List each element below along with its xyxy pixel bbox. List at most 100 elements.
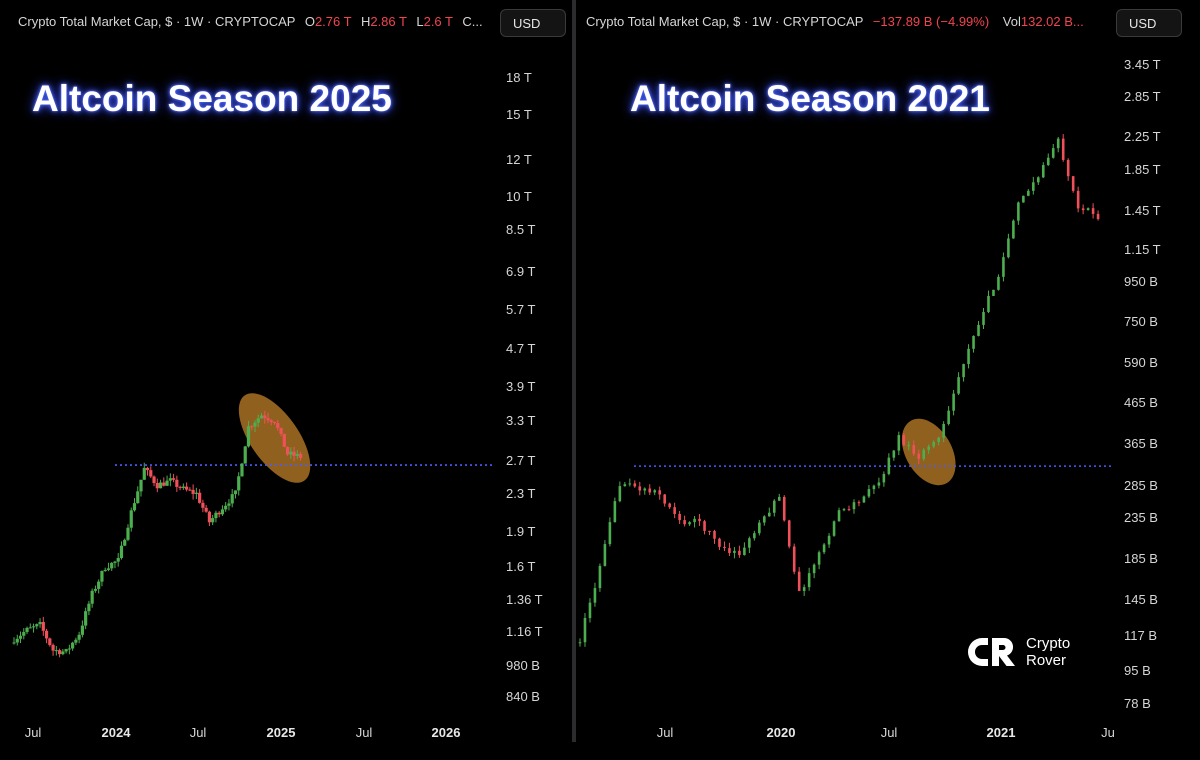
- candle-body: [90, 590, 94, 604]
- time-tick-label: 2026: [431, 725, 461, 740]
- candle: [623, 482, 627, 487]
- candle-body: [683, 520, 686, 525]
- candle: [15, 634, 19, 646]
- candle: [259, 413, 264, 419]
- candle-body: [64, 649, 68, 652]
- candle: [1032, 176, 1035, 195]
- crypto-rover-logo: Crypto Rover: [968, 634, 1070, 670]
- candle: [266, 412, 270, 424]
- candle-body: [832, 521, 836, 536]
- open-value: 2.76 T: [314, 14, 352, 29]
- time-tick-label: 2025: [266, 725, 296, 740]
- candle-body: [663, 494, 666, 504]
- candle-body: [643, 488, 647, 491]
- candle: [230, 488, 234, 508]
- candle-body: [230, 494, 234, 504]
- candle-body: [1086, 208, 1090, 211]
- candle-body: [285, 446, 290, 455]
- candle-body: [97, 581, 101, 589]
- candle: [207, 510, 212, 527]
- price-tick-label: 145 B: [1124, 591, 1158, 607]
- candle: [862, 495, 866, 503]
- candle-body: [48, 638, 52, 645]
- candle-body: [673, 507, 676, 514]
- candle-body: [61, 651, 65, 655]
- candle: [972, 335, 975, 353]
- candle-body: [1076, 190, 1080, 209]
- candle-body: [942, 423, 945, 438]
- candle: [100, 570, 104, 587]
- candle-body: [688, 522, 691, 525]
- candle-body: [882, 473, 886, 483]
- time-tick-label: Ju: [1101, 725, 1115, 740]
- candle-body: [817, 552, 821, 565]
- candle: [992, 289, 995, 296]
- candle-body: [71, 642, 75, 649]
- candle: [87, 600, 91, 616]
- candle: [892, 449, 896, 461]
- low-value: 2.6 T: [423, 14, 453, 29]
- candle: [887, 453, 891, 476]
- candle-body: [608, 522, 612, 545]
- candle: [763, 515, 766, 526]
- candle: [181, 483, 185, 490]
- candle-body: [171, 478, 176, 480]
- price-tick-label: 18 T: [506, 70, 532, 86]
- price-tick-label: 465 B: [1124, 395, 1158, 411]
- candle-body: [932, 441, 935, 447]
- currency-button[interactable]: USD: [1116, 9, 1182, 37]
- candle: [41, 616, 45, 636]
- time-tick-label: 2021: [986, 725, 1016, 740]
- candle-body: [18, 635, 23, 639]
- panel-divider[interactable]: [572, 0, 576, 742]
- candle: [907, 441, 911, 451]
- candle: [1096, 210, 1100, 221]
- candle: [952, 389, 955, 416]
- candle-body: [862, 496, 866, 503]
- candle-body: [638, 486, 642, 491]
- candle: [165, 475, 169, 486]
- candle: [588, 598, 592, 623]
- currency-button[interactable]: USD: [500, 9, 566, 37]
- candle-body: [259, 415, 264, 419]
- change-value: −137.89 B (−4.99%): [872, 14, 990, 29]
- logo-text: Crypto Rover: [1026, 635, 1070, 669]
- annotation-title: Altcoin Season 2025: [32, 78, 392, 119]
- price-tick-label: 1.6 T: [506, 558, 536, 574]
- candle-body: [947, 410, 950, 424]
- price-tick-label: 750 B: [1124, 314, 1158, 330]
- price-tick-label: 10 T: [506, 188, 532, 204]
- candle-body: [703, 521, 706, 531]
- candle-body: [1002, 257, 1005, 277]
- candle: [1061, 134, 1065, 162]
- candle: [812, 563, 816, 579]
- candle: [48, 637, 52, 647]
- candle: [84, 607, 88, 630]
- candle-body: [603, 544, 607, 566]
- chart-canvas-2025[interactable]: [0, 0, 570, 760]
- candle: [116, 552, 120, 567]
- candle-body: [987, 295, 990, 313]
- candle: [233, 490, 238, 499]
- candle: [51, 643, 55, 656]
- candle-body: [837, 510, 841, 522]
- candle-body: [937, 437, 940, 442]
- candle: [31, 623, 36, 633]
- price-tick-label: 1.15 T: [1124, 242, 1161, 258]
- candle: [155, 478, 159, 493]
- candle: [204, 505, 208, 513]
- candle-body: [927, 446, 931, 450]
- candle: [191, 484, 195, 500]
- candle-body: [295, 454, 299, 456]
- crypto-rover-logo-icon: [968, 637, 1015, 666]
- candle: [126, 524, 130, 542]
- chart-canvas-2021[interactable]: [578, 0, 1200, 760]
- candle-body: [1071, 176, 1075, 191]
- candle-body: [263, 415, 267, 419]
- candle-body: [857, 502, 861, 504]
- logo-line-1: Crypto: [1026, 635, 1071, 652]
- candle: [74, 637, 78, 646]
- time-tick-label: Jul: [880, 725, 898, 740]
- candle-body: [1056, 138, 1060, 149]
- price-tick-label: 8.5 T: [506, 221, 536, 237]
